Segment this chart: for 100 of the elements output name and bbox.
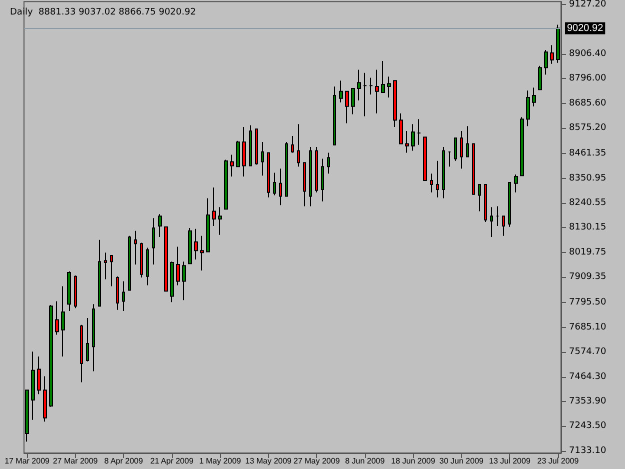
- candlestick: [393, 80, 397, 128]
- x-tick-label: 17 Mar 2009: [4, 456, 50, 466]
- candlestick: [110, 254, 113, 287]
- candlestick: [140, 242, 143, 278]
- candlestick: [261, 142, 264, 176]
- x-tick-label: 8 Jun 2009: [345, 456, 386, 466]
- y-tick-label: 7909.35: [569, 272, 606, 282]
- candlestick: [508, 182, 511, 228]
- candlestick: [351, 88, 355, 115]
- ref-line-label: 9020.92: [567, 22, 604, 34]
- candlestick: [399, 112, 403, 145]
- candlestick: [375, 69, 379, 114]
- x-tick-label: 13 May 2009: [245, 456, 292, 466]
- candlestick: [460, 130, 463, 170]
- candlestick: [303, 162, 306, 207]
- candlestick: [134, 230, 137, 265]
- x-tick-label: 1 May 2009: [199, 456, 242, 466]
- x-tick-label: 27 May 2009: [294, 456, 340, 466]
- candlestick: [514, 174, 518, 193]
- y-tick-label: 8019.75: [569, 247, 606, 258]
- candlestick: [417, 118, 421, 146]
- candlestick: [212, 186, 216, 226]
- candlestick: [218, 206, 222, 236]
- y-tick-label: 7574.70: [569, 347, 606, 358]
- candlestick: [92, 304, 95, 372]
- candlestick: [55, 300, 59, 336]
- candlestick: [526, 90, 530, 127]
- candlestick: [387, 76, 391, 98]
- candlestick: [122, 280, 125, 312]
- candlestick: [285, 142, 288, 198]
- candlestick: [454, 137, 457, 162]
- candlestick: [31, 351, 35, 420]
- y-tick-label: 8461.35: [569, 148, 606, 159]
- candlestick: [249, 124, 252, 167]
- candlestick: [116, 276, 119, 310]
- candlestick: [61, 286, 65, 358]
- candlestick: [405, 130, 409, 154]
- y-tick-label: 7464.30: [569, 372, 606, 382]
- candlestick: [170, 261, 174, 303]
- candlestick: [345, 90, 349, 124]
- y-tick-label: 7243.50: [569, 421, 606, 432]
- candlestick: [188, 227, 192, 265]
- y-tick-label: 8906.40: [569, 48, 606, 59]
- candlestick: [224, 159, 228, 210]
- candlestick: [472, 142, 475, 196]
- candlestick: [194, 228, 198, 260]
- candlestick: [146, 247, 149, 286]
- candlestick: [230, 154, 234, 177]
- candlestick: [436, 160, 439, 198]
- candlestick: [291, 135, 294, 154]
- candlestick: [152, 218, 155, 265]
- candlestick: [496, 206, 499, 226]
- candlestick: [339, 80, 343, 103]
- candlestick: [544, 49, 548, 76]
- candlestick: [164, 226, 168, 292]
- candlestick: [236, 140, 240, 168]
- candlestick: [267, 152, 270, 198]
- candlestick: [490, 206, 493, 238]
- candlestick: [80, 324, 83, 383]
- candlestick: [430, 173, 433, 193]
- candlestick: [273, 172, 276, 196]
- y-tick-label: 8685.60: [569, 98, 606, 108]
- candlestick: [478, 184, 481, 212]
- candlestick: [550, 44, 554, 64]
- candlestick: [538, 65, 542, 91]
- candlestick: [49, 304, 53, 408]
- candlestick: [279, 168, 282, 206]
- candlestick: [37, 356, 41, 395]
- candlestick: [98, 239, 101, 307]
- candlestick: [309, 146, 312, 207]
- y-tick-label: 8240.55: [569, 198, 606, 208]
- y-tick-label: 8350.95: [569, 173, 606, 184]
- candlestick: [104, 252, 107, 280]
- y-tick-label: 8575.20: [569, 123, 606, 134]
- candlestick: [242, 126, 246, 177]
- candlestick: [321, 158, 324, 202]
- y-tick-label: 9127.20: [569, 0, 606, 10]
- candlestick: [484, 184, 487, 222]
- candlestick: [448, 150, 451, 168]
- candlestick: [315, 146, 318, 193]
- candlestick: [182, 261, 186, 301]
- x-tick-label: 18 Jun 2009: [391, 456, 436, 466]
- candlestick: [442, 146, 445, 199]
- y-tick-label: 7685.10: [569, 322, 606, 332]
- candlestick: [74, 274, 77, 309]
- candlestick: [206, 198, 210, 253]
- y-tick-label: 8130.15: [569, 222, 606, 233]
- candlestick: [86, 317, 89, 362]
- y-tick-label: 7353.90: [569, 396, 606, 407]
- candlestick: [520, 116, 524, 177]
- candlestick: [532, 87, 536, 107]
- candlestick: [556, 24, 560, 64]
- y-tick-label: 7133.10: [569, 446, 606, 456]
- candlestick: [502, 215, 505, 236]
- candlestick: [255, 128, 258, 166]
- x-tick-label: 23 Jul 2009: [537, 456, 580, 466]
- candlestick: [327, 152, 330, 174]
- candlestick: [333, 86, 336, 146]
- candlestick: [466, 126, 469, 158]
- x-tick-label: 8 Apr 2009: [104, 456, 144, 466]
